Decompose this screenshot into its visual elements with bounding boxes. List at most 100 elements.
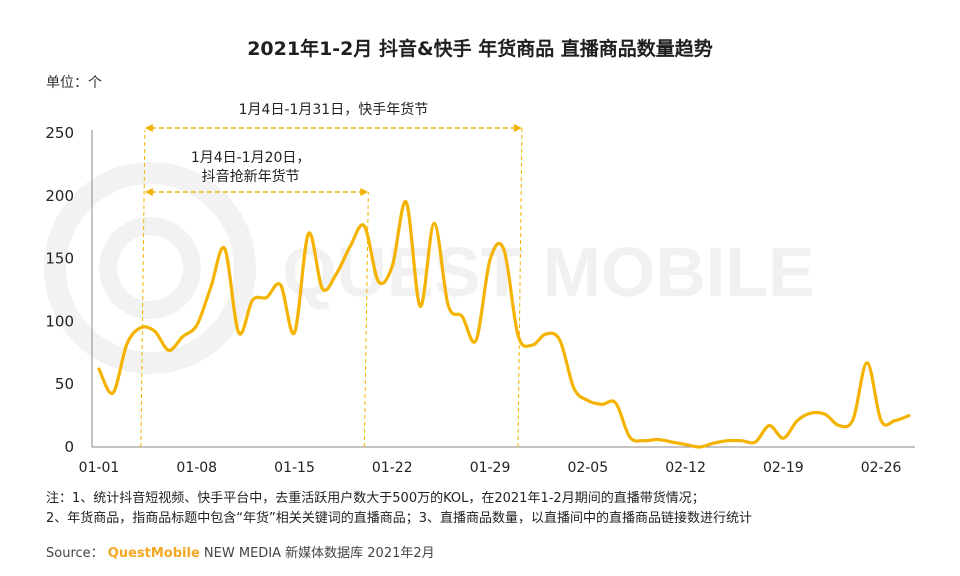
x-tick-label: 02-26 bbox=[861, 460, 902, 476]
data-point-02-15 bbox=[726, 440, 728, 442]
data-point-02-17 bbox=[754, 441, 756, 443]
data-point-02-19 bbox=[782, 437, 784, 439]
y-tick-label: 100 bbox=[45, 312, 74, 330]
douyin-range-arrow-right bbox=[360, 188, 369, 196]
data-point-01-04 bbox=[140, 326, 142, 328]
data-point-01-25 bbox=[433, 222, 435, 224]
data-point-02-01 bbox=[531, 344, 533, 346]
data-point-01-09 bbox=[210, 286, 212, 288]
data-point-01-19 bbox=[349, 245, 351, 247]
data-point-01-12 bbox=[251, 299, 253, 301]
source-suffix: NEW MEDIA 新媒体数据库 2021年2月 bbox=[203, 546, 435, 561]
data-point-01-28 bbox=[475, 339, 477, 341]
x-tick-label: 02-12 bbox=[665, 460, 706, 476]
data-point-01-15 bbox=[293, 332, 295, 334]
data-point-02-28 bbox=[908, 414, 910, 416]
data-point-01-27 bbox=[461, 315, 463, 317]
data-point-01-11 bbox=[237, 332, 239, 334]
y-tick-label: 200 bbox=[45, 187, 74, 205]
y-tick-label: 150 bbox=[45, 250, 74, 268]
footnote-line-1: 注：1、统计抖音短视频、快手平台中，去重活跃用户数大于500万的KOL，在202… bbox=[46, 491, 705, 506]
data-point-01-22 bbox=[391, 265, 393, 267]
series-line bbox=[97, 200, 911, 449]
data-point-01-10 bbox=[223, 247, 225, 249]
data-point-02-27 bbox=[894, 419, 896, 421]
data-point-01-06 bbox=[168, 349, 170, 351]
data-point-01-24 bbox=[419, 305, 421, 307]
douyin-range-label-line1: 1月4日-1月20日， bbox=[191, 150, 311, 166]
watermark-text: QUEST MOBILE bbox=[282, 233, 815, 311]
data-point-01-23 bbox=[405, 201, 407, 203]
annotations-group: 1月4日-1月31日，快手年货节 1月4日-1月20日， 抖音抢新年货节 bbox=[140, 101, 523, 448]
data-point-02-10 bbox=[656, 438, 658, 440]
watermark-logo-outer-ring bbox=[44, 162, 256, 374]
watermark-logo-inner-ring bbox=[99, 217, 201, 319]
data-point-02-03 bbox=[559, 339, 561, 341]
data-point-02-22 bbox=[824, 413, 826, 415]
data-point-01-26 bbox=[447, 304, 449, 306]
data-point-02-04 bbox=[573, 387, 575, 389]
unit-label: 单位：个 bbox=[46, 75, 102, 91]
data-point-01-08 bbox=[196, 324, 198, 326]
data-point-02-25 bbox=[866, 362, 868, 364]
data-point-02-02 bbox=[545, 333, 547, 335]
data-point-01-16 bbox=[307, 232, 309, 234]
y-tick-label: 50 bbox=[55, 375, 74, 393]
data-point-01-02 bbox=[112, 392, 114, 394]
x-tick-label: 02-19 bbox=[763, 460, 804, 476]
data-point-02-18 bbox=[768, 424, 770, 426]
douyin-range-label-line2: 抖音抢新年货节 bbox=[202, 168, 300, 185]
source-line: Source： QuestMobile NEW MEDIA 新媒体数据库 202… bbox=[46, 542, 435, 561]
y-tick-label: 0 bbox=[64, 438, 74, 456]
douyin-range-arrow-left bbox=[144, 188, 153, 196]
data-point-01-20 bbox=[363, 225, 365, 227]
data-point-01-30 bbox=[503, 249, 505, 251]
data-point-01-29 bbox=[489, 259, 491, 261]
source-prefix: Source： bbox=[46, 546, 104, 561]
data-point-02-12 bbox=[684, 443, 686, 445]
series-group bbox=[97, 200, 911, 449]
chart-title: 2021年1-2月 抖音&快手 年货商品 直播商品数量趋势 bbox=[247, 38, 713, 60]
data-point-02-16 bbox=[740, 440, 742, 442]
data-point-01-05 bbox=[154, 330, 156, 332]
data-point-02-07 bbox=[615, 402, 617, 404]
annotation-start-guide bbox=[140, 129, 146, 448]
data-point-01-03 bbox=[126, 343, 128, 345]
source-brand: QuestMobile bbox=[107, 546, 200, 561]
kuaishou-range-arrow-left bbox=[144, 124, 153, 132]
kuaishou-range-label: 1月4日-1月31日，快手年货节 bbox=[239, 101, 429, 118]
data-point-01-18 bbox=[335, 272, 337, 274]
data-point-02-13 bbox=[698, 446, 700, 448]
data-point-02-14 bbox=[712, 442, 714, 444]
x-tick-label: 01-22 bbox=[372, 460, 413, 476]
data-point-01-07 bbox=[182, 335, 184, 337]
x-tick-label: 01-29 bbox=[470, 460, 511, 476]
data-point-01-01 bbox=[98, 368, 100, 370]
y-tick-label: 250 bbox=[45, 124, 74, 142]
data-point-02-26 bbox=[880, 419, 882, 421]
data-point-02-09 bbox=[642, 440, 644, 442]
x-tick-label: 01-08 bbox=[176, 460, 217, 476]
x-tick-label: 01-15 bbox=[274, 460, 315, 476]
data-point-02-05 bbox=[587, 399, 589, 401]
data-point-02-24 bbox=[852, 418, 854, 420]
data-point-02-08 bbox=[628, 436, 630, 438]
kuaishou-range-arrow-right bbox=[513, 124, 522, 132]
data-point-01-13 bbox=[265, 296, 267, 298]
data-point-01-31 bbox=[517, 334, 519, 336]
data-point-01-17 bbox=[321, 288, 323, 290]
footnote-line-2: 2、年货商品，指商品标题中包含“年货”相关关键词的直播商品；3、直播商品数量，以… bbox=[46, 511, 753, 526]
data-point-02-23 bbox=[838, 424, 840, 426]
data-point-02-11 bbox=[670, 441, 672, 443]
x-tick-label: 01-01 bbox=[79, 460, 120, 476]
data-point-02-20 bbox=[796, 419, 798, 421]
data-point-01-14 bbox=[279, 284, 281, 286]
axes-group: 0 50 100 150 200 250 01-01 01-08 01-15 01-22 01-29… bbox=[45, 124, 915, 476]
data-point-02-21 bbox=[810, 412, 812, 414]
x-tick-label: 02-05 bbox=[567, 460, 608, 476]
watermark-group: QUEST MOBILE bbox=[44, 162, 815, 374]
data-point-01-21 bbox=[377, 280, 379, 282]
data-point-02-06 bbox=[601, 403, 603, 405]
